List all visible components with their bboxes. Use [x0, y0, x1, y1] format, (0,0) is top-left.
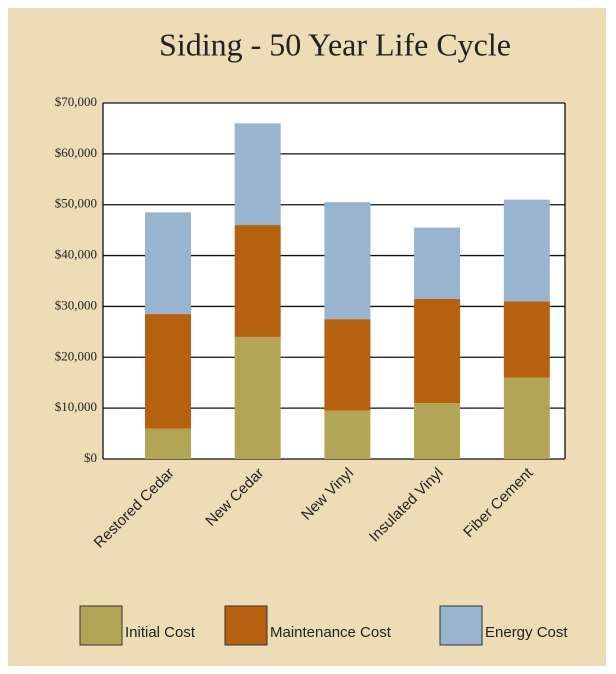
- bar-segment: [503, 301, 550, 378]
- bar-segment: [145, 212, 191, 315]
- y-tick-label: $40,000: [55, 247, 97, 262]
- bar-segment: [234, 336, 281, 459]
- bar-segment: [145, 314, 191, 429]
- bar-segment: [414, 227, 461, 299]
- bar-segment: [324, 319, 371, 411]
- legend-swatch: [79, 605, 123, 646]
- legend-label: Energy Cost: [485, 624, 568, 641]
- legend-swatch: [439, 605, 483, 646]
- bar-segment: [145, 428, 191, 459]
- y-tick-label: $10,000: [55, 399, 97, 414]
- y-tick-label: $70,000: [55, 94, 97, 109]
- bar-segment: [234, 225, 281, 337]
- bar-segment: [234, 123, 281, 226]
- legend-label: Initial Cost: [125, 624, 196, 641]
- bar-segment: [324, 202, 371, 320]
- y-tick-label: $50,000: [55, 196, 97, 211]
- y-tick-label: $20,000: [55, 348, 97, 363]
- bar-segment: [503, 199, 550, 302]
- bar-segment: [414, 298, 461, 404]
- y-tick-label: $60,000: [55, 145, 97, 160]
- bar-segment: [414, 403, 461, 459]
- bar-segment: [503, 377, 550, 459]
- legend-label: Maintenance Cost: [270, 624, 392, 641]
- y-tick-label: $30,000: [55, 297, 97, 312]
- legend-swatch: [224, 605, 268, 646]
- y-tick-label: $0: [84, 450, 97, 465]
- bar-segment: [324, 410, 371, 459]
- chart-title: Siding - 50 Year Life Cycle: [159, 26, 511, 62]
